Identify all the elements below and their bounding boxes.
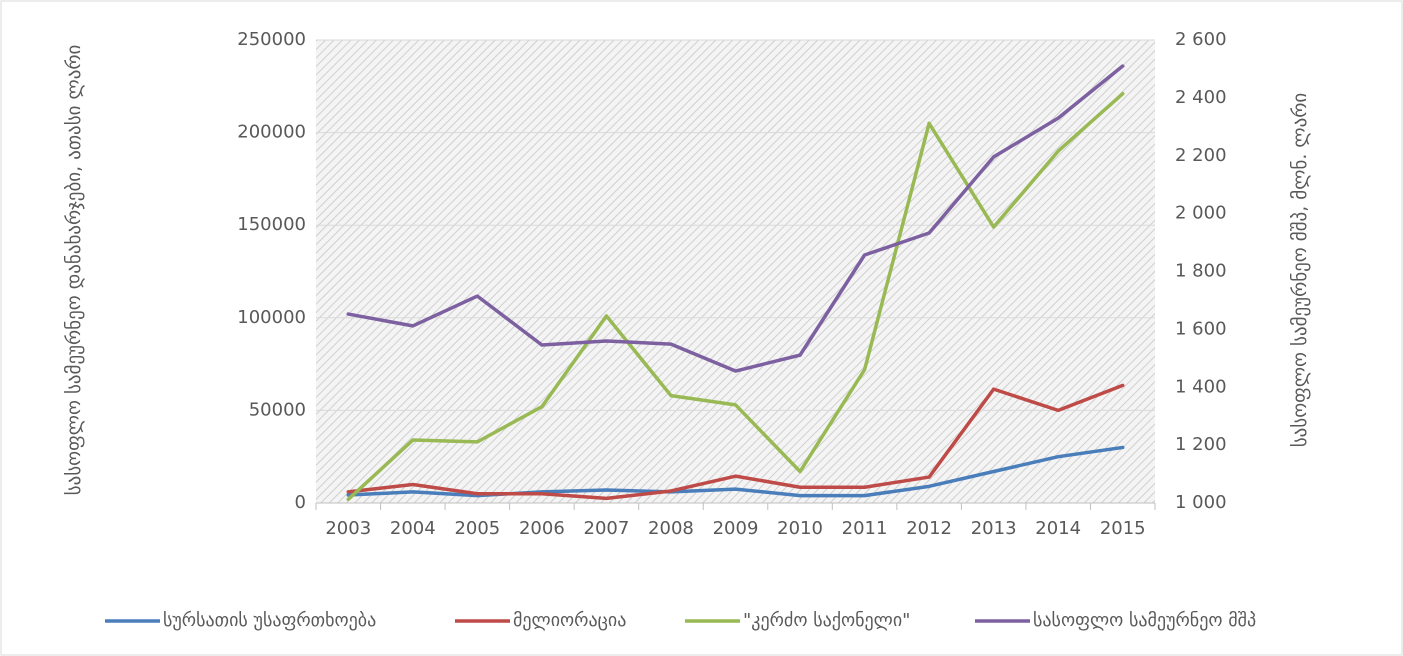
x-tick-label: 2011: [842, 518, 888, 539]
x-tick-label: 2007: [584, 518, 630, 539]
y-tick-label: 150000: [237, 214, 306, 235]
x-tick-label: 2005: [454, 518, 500, 539]
y2-tick-label: 1 400: [1175, 376, 1227, 397]
series-line: [346, 91, 1125, 502]
x-tick-label: 2004: [390, 518, 436, 539]
x-tick-label: 2013: [971, 518, 1017, 539]
x-tick-label: 2009: [713, 518, 759, 539]
x-tick-label: 2010: [777, 518, 823, 539]
y2-tick-label: 2 600: [1175, 29, 1227, 50]
x-tick-label: 2014: [1035, 518, 1081, 539]
y2-tick-label: 2 200: [1175, 145, 1227, 166]
x-tick-label: 2015: [1100, 518, 1146, 539]
x-tick-label: 2006: [519, 518, 565, 539]
y2-tick-label: 1 600: [1175, 318, 1227, 339]
y2-tick-label: 1 800: [1175, 261, 1227, 282]
x-tick-label: 2003: [325, 518, 371, 539]
y2-tick-label: 2 400: [1175, 87, 1227, 108]
y2-tick-label: 2 000: [1175, 203, 1227, 224]
y2-tick-label: 1 200: [1175, 434, 1227, 455]
legend-label: სასოფლო სამეურნეო მშპ: [1033, 610, 1256, 631]
y2-tick-label: 1 000: [1175, 492, 1227, 513]
x-tick-label: 2012: [906, 518, 952, 539]
x-tick-label: 2008: [648, 518, 694, 539]
legend-label: "კერძო საქონელი": [743, 610, 910, 631]
y-tick-label: 100000: [237, 307, 306, 328]
y-tick-label: 0: [295, 492, 306, 513]
legend-label: სურსათის უსაფრთხოება: [163, 610, 376, 631]
y2-axis-title: სასოფლო სამეურნეო მშპ, მლნ. ლარი: [1289, 92, 1311, 448]
plot-area: [316, 40, 1155, 503]
y-tick-label: 250000: [237, 29, 306, 50]
series-line: [346, 383, 1125, 501]
legend-label: მელიორაცია: [513, 610, 626, 631]
series-line: [346, 64, 1125, 373]
y-axis-title: სასოფლო სამეურნეო დანახარჯები, ათასი ლარ…: [63, 44, 85, 496]
y-tick-label: 50000: [249, 399, 306, 420]
y-tick-label: 200000: [237, 122, 306, 143]
series-line: [346, 445, 1125, 498]
